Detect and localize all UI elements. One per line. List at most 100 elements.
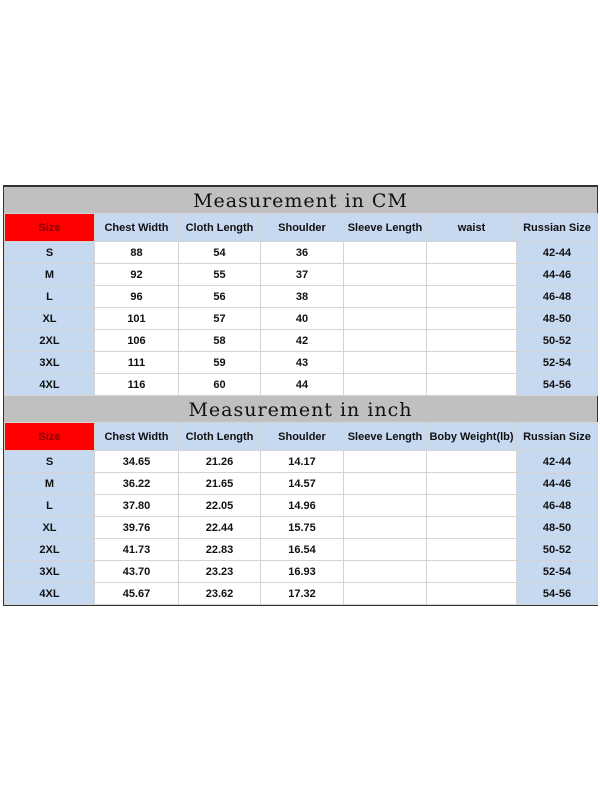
table-row: M 36.22 21.65 14.57 44-46 [4,472,598,495]
table-cell: 4XL [4,582,95,605]
table-cell: 21.26 [178,450,261,473]
table-cell: 59 [178,351,261,374]
table-row: S 88 54 36 42-44 [4,241,598,264]
table-cell: 54-56 [516,373,598,396]
table-row: 4XL 45.67 23.62 17.32 54-56 [4,582,598,605]
table-cell: 54-56 [516,582,598,605]
table-cell: 22.05 [178,494,261,517]
table-cell: L [4,285,95,308]
cm-table: Size Chest Width Cloth Length Shoulder Sleev… [4,213,598,396]
table-cell [426,494,517,517]
table-row: S 34.65 21.26 14.17 42-44 [4,450,598,473]
table-cell: 44 [260,373,344,396]
table-cell: 52-54 [516,560,598,583]
table-cell: 3XL [4,351,95,374]
table-cell: 42-44 [516,241,598,264]
table-cell: 92 [94,263,179,286]
table-cell: M [4,472,95,495]
table-cell: 16.54 [260,538,344,561]
table-cell [426,373,517,396]
column-header: Russian Size [516,422,598,451]
table-cell: 36 [260,241,344,264]
table-cell [343,351,427,374]
table-cell [426,307,517,330]
table-cell: 21.65 [178,472,261,495]
table-cell: 34.65 [94,450,179,473]
header-row: Size Chest Width Cloth Length Shoulder Sleev… [4,422,598,451]
table-row: M 92 55 37 44-46 [4,263,598,286]
table-cell: 14.96 [260,494,344,517]
table-cell: 22.44 [178,516,261,539]
column-header: Russian Size [516,213,598,242]
table-cell [426,241,517,264]
table-cell [343,560,427,583]
table-cell: 43.70 [94,560,179,583]
table-cell: 48-50 [516,516,598,539]
table-title: Measurement in CM [4,187,597,213]
table-cell: 44-46 [516,472,598,495]
table-cell [343,450,427,473]
table-row: 4XL 116 60 44 54-56 [4,373,598,396]
column-header: Chest Width [94,422,179,451]
table-row: L 96 56 38 46-48 [4,285,598,308]
table-cell [426,472,517,495]
column-header: Cloth Length [178,422,261,451]
table-row: 2XL 106 58 42 50-52 [4,329,598,352]
table-cell: 2XL [4,538,95,561]
table-cell [343,516,427,539]
size-chart: Measurement in CM Size Chest Width Cloth Le… [3,185,598,606]
table-cell: 39.76 [94,516,179,539]
table-cell [343,373,427,396]
table-cell: M [4,263,95,286]
table-cell [426,582,517,605]
table-cell: 41.73 [94,538,179,561]
table-cell [343,263,427,286]
table-cell [426,329,517,352]
table-row: 3XL 43.70 23.23 16.93 52-54 [4,560,598,583]
table-cell: 50-52 [516,538,598,561]
column-header: Shoulder [260,422,344,451]
table-cell: 43 [260,351,344,374]
column-header: Shoulder [260,213,344,242]
table-cell [343,494,427,517]
table-cell: 46-48 [516,494,598,517]
table-cell: 37 [260,263,344,286]
table-cell [343,582,427,605]
table-cell: 44-46 [516,263,598,286]
table-cell: 46-48 [516,285,598,308]
table-cell: 37.80 [94,494,179,517]
column-header: Chest Width [94,213,179,242]
table-cell [426,351,517,374]
table-cell: 96 [94,285,179,308]
table-cell: 45.67 [94,582,179,605]
table-cell: S [4,450,95,473]
table-row: XL 101 57 40 48-50 [4,307,598,330]
column-header: Boby Weight(lb) [426,422,517,451]
table-cell: 16.93 [260,560,344,583]
table-cell: 40 [260,307,344,330]
table-cell [426,450,517,473]
column-header: Sleeve Length [343,213,427,242]
header-row: Size Chest Width Cloth Length Shoulder Sleev… [4,213,598,242]
table-cell: XL [4,307,95,330]
column-header: Sleeve Length [343,422,427,451]
table-cell: 14.17 [260,450,344,473]
table-cell: 2XL [4,329,95,352]
table-cell: L [4,494,95,517]
table-row: XL 39.76 22.44 15.75 48-50 [4,516,598,539]
table-row: 2XL 41.73 22.83 16.54 50-52 [4,538,598,561]
table-cell: 23.62 [178,582,261,605]
table-cell: XL [4,516,95,539]
table-row: L 37.80 22.05 14.96 46-48 [4,494,598,517]
table-cell: 58 [178,329,261,352]
table-cell [426,538,517,561]
table-cell: 101 [94,307,179,330]
table-cell: 60 [178,373,261,396]
table-cell [426,560,517,583]
table-row: 3XL 111 59 43 52-54 [4,351,598,374]
table-cell: 3XL [4,560,95,583]
column-header: Cloth Length [178,213,261,242]
table-cell: 106 [94,329,179,352]
table-cell: 48-50 [516,307,598,330]
table-cell [343,472,427,495]
